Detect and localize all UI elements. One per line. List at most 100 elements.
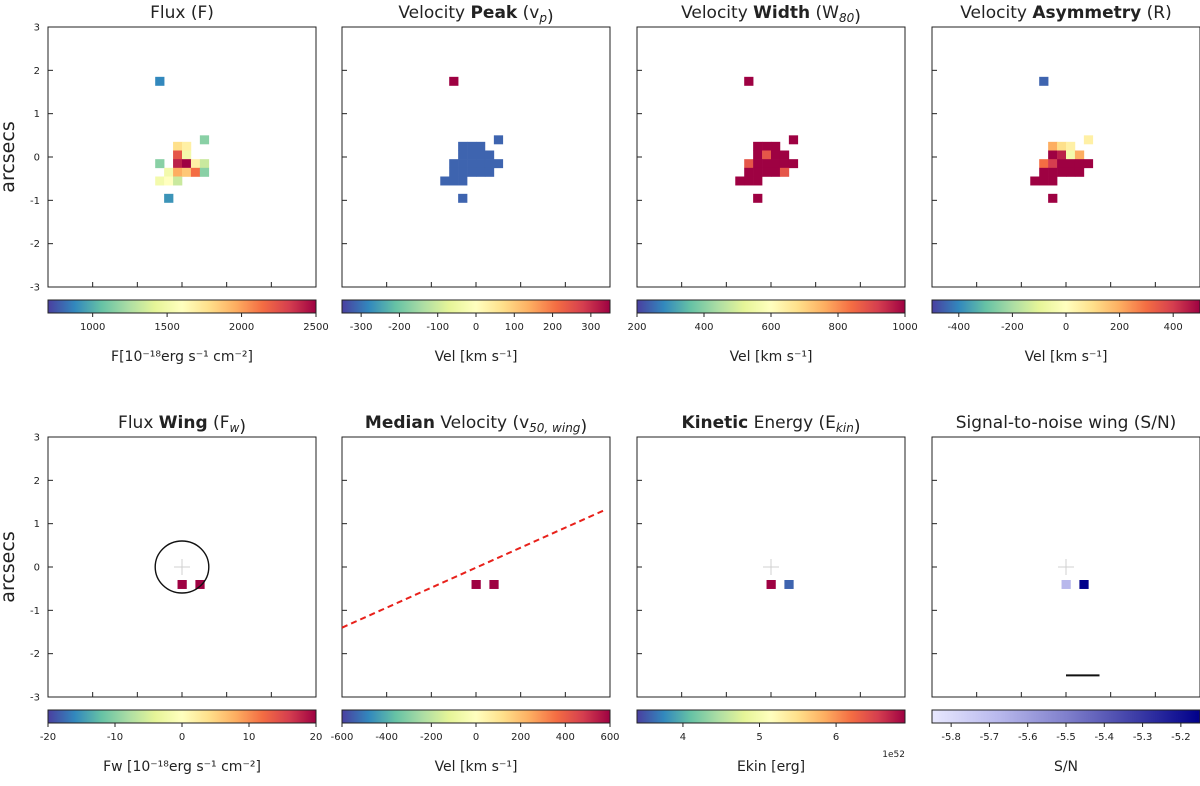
colorbar-tick-label: 10	[243, 732, 256, 743]
colorbar-tick-label: 2000	[229, 322, 254, 333]
data-pixel	[744, 176, 754, 186]
y-tick-label: -2	[30, 649, 40, 660]
title-part: (R)	[1141, 3, 1171, 23]
colorbar-label: Vel [km s⁻¹]	[435, 349, 518, 365]
colorbar-tick-label: -5.8	[941, 732, 961, 743]
data-pixel	[771, 150, 781, 160]
colorbar-tick-label: -10	[107, 732, 123, 743]
y-tick-label: -3	[30, 283, 40, 294]
data-pixel	[164, 167, 174, 177]
colorbar-label: S/N	[1054, 759, 1078, 775]
data-pixel	[762, 141, 772, 151]
data-pixel	[735, 176, 745, 186]
data-pixel	[493, 135, 504, 145]
data-pixel	[155, 176, 165, 186]
colorbar-tick-label: -5.7	[980, 732, 1000, 743]
data-pixel	[1039, 176, 1049, 186]
colorbar-tick-label: -5.3	[1133, 732, 1153, 743]
data-pixel	[1057, 150, 1067, 160]
data-pixel	[449, 76, 459, 86]
y-tick-label: 1	[34, 519, 40, 530]
title-part: )	[854, 417, 861, 437]
data-pixel	[484, 150, 495, 160]
colorbar-tick-label: -600	[331, 732, 354, 743]
data-pixel	[484, 159, 495, 169]
plot-area	[341, 26, 611, 288]
data-pixel	[1079, 580, 1089, 589]
title-part: )	[580, 417, 587, 437]
colorbar-label: Vel [km s⁻¹]	[730, 349, 813, 365]
data-pixel	[753, 167, 763, 177]
colorbar-sci-note: 1e52	[882, 750, 905, 760]
panel-title: Signal-to-noise wing (S/N)	[956, 413, 1177, 433]
colorbar-tick-label: -400	[375, 732, 398, 743]
title-part: )	[239, 417, 246, 437]
data-pixel	[182, 141, 192, 151]
data-pixel	[753, 150, 763, 160]
colorbar-tick-label: 1000	[892, 322, 917, 333]
data-pixel	[199, 159, 210, 169]
data-pixel	[1048, 159, 1058, 169]
data-pixel	[1083, 135, 1094, 145]
data-pixel	[779, 159, 790, 169]
title-part: Wing	[159, 413, 208, 433]
title-part: Flux (F)	[150, 3, 214, 23]
panel-title: Velocity Asymmetry (R)	[960, 3, 1171, 23]
y-tick-label: -1	[30, 196, 40, 207]
data-pixel	[784, 580, 794, 589]
colorbar-label: F[10⁻¹⁸erg s⁻¹ cm⁻²]	[111, 349, 253, 365]
title-part: kin	[836, 421, 854, 435]
title-part: Signal-to-noise wing (S/N)	[956, 413, 1177, 433]
data-pixel	[164, 176, 174, 186]
data-pixel	[449, 167, 459, 177]
data-pixel	[771, 159, 781, 169]
data-pixel	[199, 167, 210, 177]
colorbar-tick-label: -5.4	[1095, 732, 1115, 743]
data-pixel	[788, 135, 799, 145]
data-pixel	[753, 193, 763, 203]
data-pixel	[458, 141, 468, 151]
colorbar-label: Fw [10⁻¹⁸erg s⁻¹ cm⁻²]	[103, 759, 261, 775]
panel-3: Velocity Width (W80) 200 400 600 800 1000 Vel …	[627, 3, 917, 365]
data-pixel	[493, 159, 504, 169]
y-axis-label: arcsecs	[0, 121, 19, 192]
data-pixel	[199, 135, 210, 145]
data-pixel	[476, 159, 486, 169]
colorbar-tick-label: 100	[505, 322, 524, 333]
colorbar-tick-label: -200	[1001, 322, 1024, 333]
colorbar-tick-label: -200	[388, 322, 411, 333]
data-pixel	[771, 141, 781, 151]
colorbar-tick-label: 300	[581, 322, 600, 333]
panel-8: Signal-to-noise wing (S/N) -5.8 -5.7 -5.6 -5…	[931, 413, 1200, 775]
plot-area	[341, 436, 611, 698]
data-pixel	[173, 150, 183, 160]
y-tick-label: 2	[34, 66, 40, 77]
colorbar-label: Vel [km s⁻¹]	[1025, 349, 1108, 365]
data-pixel	[744, 76, 754, 86]
data-pixel	[155, 76, 165, 86]
data-pixel	[1074, 167, 1085, 177]
data-pixel	[467, 141, 477, 151]
colorbar-tick-label: 600	[600, 732, 619, 743]
data-pixel	[1057, 167, 1067, 177]
y-tick-label: 0	[34, 563, 40, 574]
title-part: 50, wing	[529, 421, 581, 435]
colorbar	[636, 299, 906, 314]
data-pixel	[779, 150, 790, 160]
colorbar-tick-label: 1000	[80, 322, 105, 333]
colorbar-label: Ekin [erg]	[737, 759, 805, 775]
data-pixel	[449, 176, 459, 186]
data-pixel	[467, 150, 477, 160]
data-pixel	[177, 580, 187, 589]
colorbar-tick-label: -300	[350, 322, 373, 333]
data-pixel	[476, 141, 486, 151]
colorbar-tick-label: 200	[511, 732, 530, 743]
data-pixel	[489, 580, 499, 589]
data-pixel	[1030, 176, 1040, 186]
data-pixel	[1066, 159, 1076, 169]
data-pixel	[1039, 159, 1049, 169]
data-pixel	[1039, 167, 1049, 177]
title-part: Median	[365, 413, 435, 433]
title-part: Energy (E	[748, 413, 836, 433]
